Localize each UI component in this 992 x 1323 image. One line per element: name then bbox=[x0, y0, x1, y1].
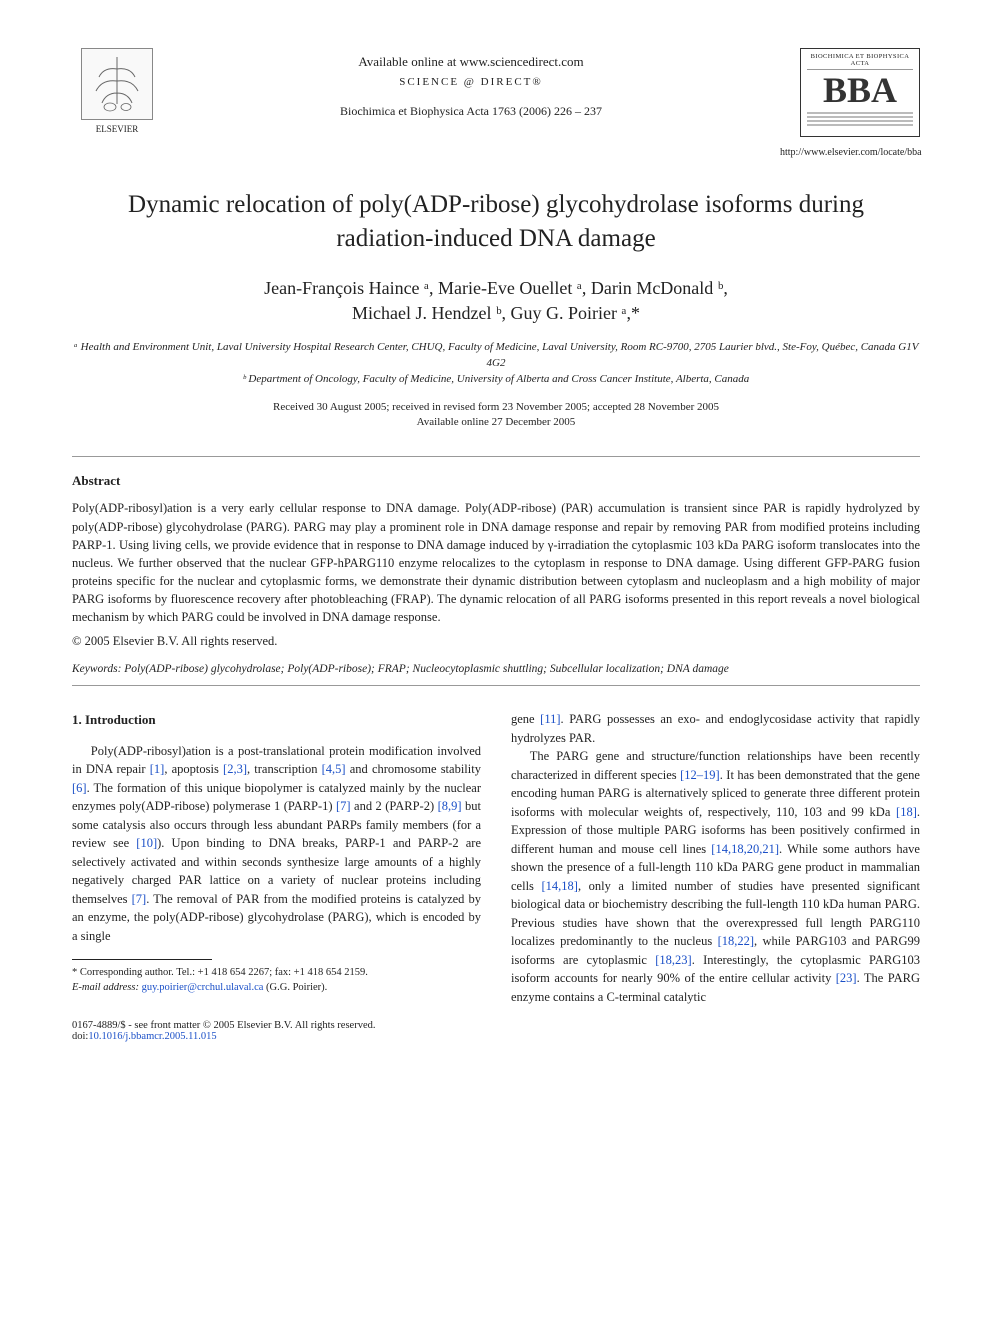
affiliation-b: ᵇ Department of Oncology, Faculty of Med… bbox=[72, 372, 920, 388]
footnote-block: * Corresponding author. Tel.: +1 418 654… bbox=[72, 966, 481, 995]
abstract-body: Poly(ADP-ribosyl)ation is a very early c… bbox=[72, 499, 920, 626]
corresponding-author: * Corresponding author. Tel.: +1 418 654… bbox=[72, 966, 481, 981]
ref-link[interactable]: [6] bbox=[72, 781, 87, 795]
ref-link[interactable]: [11] bbox=[540, 712, 560, 726]
ref-link[interactable]: [18,23] bbox=[655, 953, 691, 967]
ref-link[interactable]: [1] bbox=[150, 762, 165, 776]
elsevier-tree-icon bbox=[81, 48, 153, 120]
dates-block: Received 30 August 2005; received in rev… bbox=[72, 400, 920, 431]
footnote-rule bbox=[72, 959, 212, 960]
intro-para-3: The PARG gene and structure/function rel… bbox=[511, 747, 920, 1006]
doi-value[interactable]: 10.1016/j.bbamcr.2005.11.015 bbox=[88, 1031, 216, 1042]
affiliations-block: ᵃ Health and Environment Unit, Laval Uni… bbox=[72, 340, 920, 388]
two-column-body: 1. Introduction Poly(ADP-ribosyl)ation i… bbox=[72, 710, 920, 1006]
ref-link[interactable]: [4,5] bbox=[322, 762, 346, 776]
intro-para-2: gene [11]. PARG possesses an exo- and en… bbox=[511, 710, 920, 747]
article-title: Dynamic relocation of poly(ADP-ribose) g… bbox=[112, 188, 880, 256]
ref-link[interactable]: [14,18] bbox=[541, 879, 577, 893]
doi-label: doi: bbox=[72, 1031, 88, 1042]
footer-block: 0167-4889/$ - see front matter © 2005 El… bbox=[72, 1020, 920, 1042]
intro-para-1: Poly(ADP-ribosyl)ation is a post-transla… bbox=[72, 742, 481, 946]
doi-line: doi:10.1016/j.bbamcr.2005.11.015 bbox=[72, 1031, 920, 1042]
keywords-line: Keywords: Poly(ADP-ribose) glycohydrolas… bbox=[72, 663, 920, 675]
abstract-heading: Abstract bbox=[72, 473, 920, 489]
email-line: E-mail address: guy.poirier@crchul.ulava… bbox=[72, 981, 481, 996]
bba-logo-block: BIOCHIMICA ET BIOPHYSICA ACTA BBA http:/… bbox=[780, 48, 920, 158]
page-root: ELSEVIER Available online at www.science… bbox=[0, 0, 992, 1074]
left-column: 1. Introduction Poly(ADP-ribosyl)ation i… bbox=[72, 710, 481, 1006]
ref-link[interactable]: [2,3] bbox=[223, 762, 247, 776]
authors-block: Jean-François Haince ᵃ, Marie-Eve Ouelle… bbox=[72, 276, 920, 326]
keywords-label: Keywords: bbox=[72, 663, 121, 675]
affiliation-a: ᵃ Health and Environment Unit, Laval Uni… bbox=[72, 340, 920, 372]
locate-url[interactable]: http://www.elsevier.com/locate/bba bbox=[780, 147, 920, 158]
online-date: Available online 27 December 2005 bbox=[72, 415, 920, 430]
ref-link[interactable]: [18,22] bbox=[718, 934, 754, 948]
ref-link[interactable]: [14,18,20,21] bbox=[711, 842, 779, 856]
bba-box-bars-icon bbox=[807, 112, 913, 130]
ref-link[interactable]: [8,9] bbox=[438, 799, 462, 813]
authors-line-2: Michael J. Hendzel ᵇ, Guy G. Poirier ᵃ,* bbox=[352, 303, 640, 323]
elsevier-label: ELSEVIER bbox=[72, 124, 162, 134]
bba-box-top: BIOCHIMICA ET BIOPHYSICA ACTA bbox=[807, 53, 913, 70]
front-matter-line: 0167-4889/$ - see front matter © 2005 El… bbox=[72, 1020, 920, 1031]
email-address[interactable]: guy.poirier@crchul.ulaval.ca bbox=[142, 982, 264, 993]
center-header: Available online at www.sciencedirect.co… bbox=[162, 48, 780, 119]
rule-above-abstract bbox=[72, 456, 920, 457]
intro-heading: 1. Introduction bbox=[72, 710, 481, 729]
bba-box-big: BBA bbox=[807, 72, 913, 108]
rule-below-keywords bbox=[72, 685, 920, 686]
email-tail: (G.G. Poirier). bbox=[263, 982, 327, 993]
ref-link[interactable]: [18] bbox=[896, 805, 917, 819]
journal-reference: Biochimica et Biophysica Acta 1763 (2006… bbox=[162, 104, 780, 119]
available-online-text: Available online at www.sciencedirect.co… bbox=[162, 54, 780, 70]
bba-box: BIOCHIMICA ET BIOPHYSICA ACTA BBA bbox=[800, 48, 920, 137]
science-direct-label: SCIENCE @ DIRECT® bbox=[162, 76, 780, 88]
ref-link[interactable]: [7] bbox=[132, 892, 147, 906]
abstract-copyright: © 2005 Elsevier B.V. All rights reserved… bbox=[72, 634, 920, 649]
right-column: gene [11]. PARG possesses an exo- and en… bbox=[511, 710, 920, 1006]
email-label: E-mail address: bbox=[72, 982, 139, 993]
ref-link[interactable]: [7] bbox=[336, 799, 351, 813]
authors-line-1: Jean-François Haince ᵃ, Marie-Eve Ouelle… bbox=[264, 278, 728, 298]
keywords-list: Poly(ADP-ribose) glycohydrolase; Poly(AD… bbox=[124, 663, 729, 675]
elsevier-logo: ELSEVIER bbox=[72, 48, 162, 134]
ref-link[interactable]: [12–19] bbox=[680, 768, 720, 782]
received-dates: Received 30 August 2005; received in rev… bbox=[72, 400, 920, 415]
header-row: ELSEVIER Available online at www.science… bbox=[72, 48, 920, 158]
ref-link[interactable]: [10] bbox=[136, 836, 157, 850]
ref-link[interactable]: [23] bbox=[836, 971, 857, 985]
